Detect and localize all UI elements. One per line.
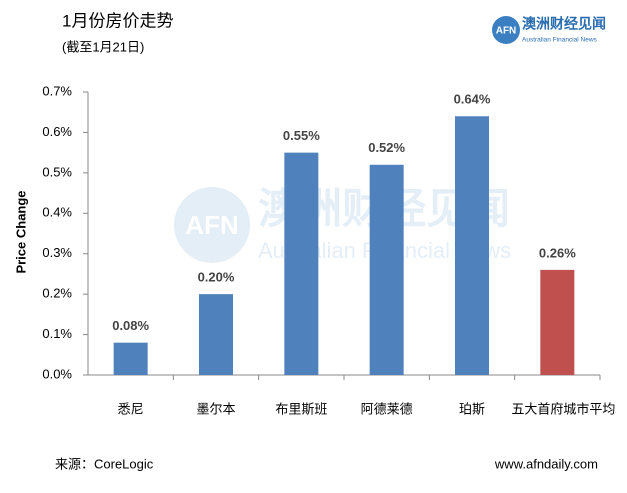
y-tick-label: 0.6% — [42, 124, 72, 139]
x-tick-label: 悉尼 — [118, 401, 144, 416]
logo-circle — [492, 16, 520, 44]
website: www.afndaily.com — [494, 456, 598, 471]
data-label: 0.55% — [283, 128, 320, 143]
bar — [113, 342, 148, 375]
y-axis-label: Price Change — [13, 190, 28, 273]
logo-name-en: Australian Financial News — [522, 37, 598, 44]
logo-mark: AFN — [496, 26, 517, 37]
bar — [284, 152, 319, 375]
x-tick-label: 阿德莱德 — [361, 401, 413, 416]
logo-name: 澳洲财经见闻 — [522, 16, 606, 32]
bar — [455, 116, 489, 375]
y-tick-label: 0.3% — [42, 245, 72, 260]
bar — [199, 294, 233, 375]
x-tick-label: 布里斯班 — [275, 401, 327, 416]
data-label: 0.64% — [454, 92, 491, 107]
source: 来源：CoreLogic — [55, 456, 154, 471]
data-label: 0.20% — [198, 270, 235, 285]
y-tick-label: 0.0% — [42, 366, 72, 381]
chart-subtitle: (截至1月21日) — [62, 39, 144, 54]
chart-title: 1月份房价走势 — [62, 11, 173, 30]
y-tick-label: 0.2% — [42, 286, 72, 301]
bar — [369, 164, 404, 375]
bar — [540, 269, 575, 375]
x-tick-label: 墨尔本 — [196, 401, 235, 416]
watermark-mark: AFN — [185, 210, 238, 240]
y-tick-label: 0.5% — [42, 164, 72, 179]
x-tick-label: 五大首府城市平均 — [511, 401, 615, 416]
watermark-circle — [174, 187, 250, 263]
y-tick-label: 0.1% — [42, 326, 72, 341]
y-tick-label: 0.7% — [42, 83, 72, 98]
data-label: 0.52% — [368, 140, 405, 155]
data-label: 0.26% — [539, 245, 576, 260]
data-label: 0.08% — [112, 318, 149, 333]
x-tick-label: 珀斯 — [459, 401, 485, 416]
y-tick-label: 0.4% — [42, 205, 72, 220]
